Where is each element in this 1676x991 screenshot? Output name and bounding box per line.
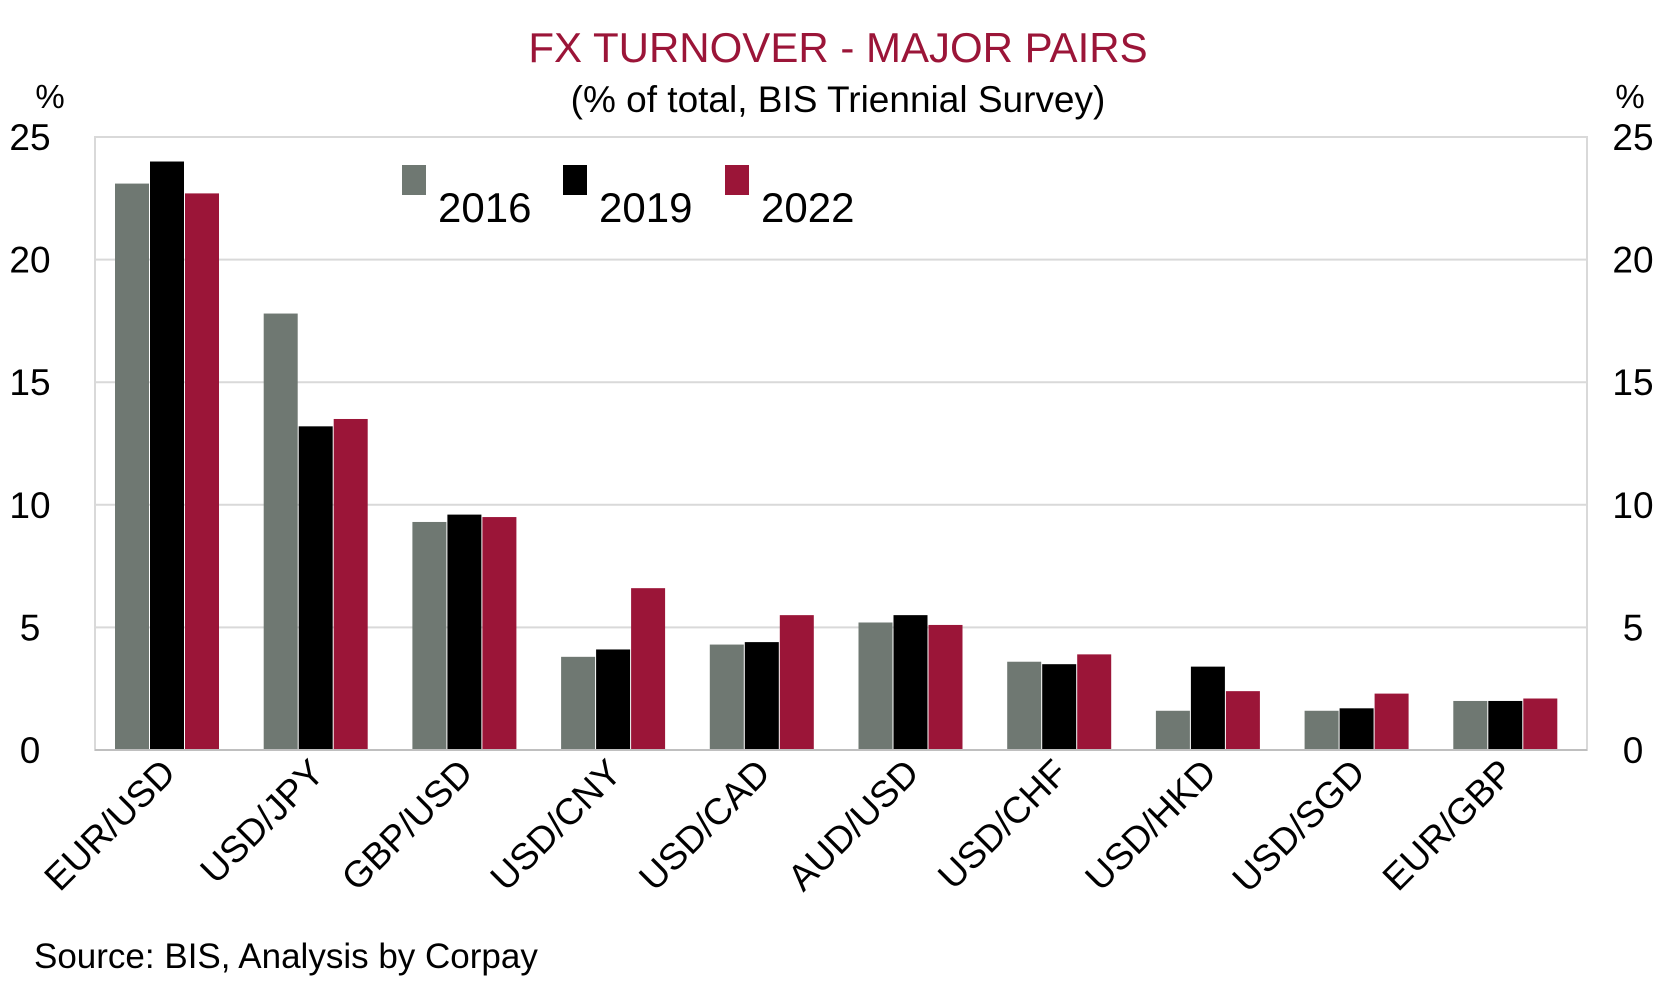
legend-label: 2019 — [599, 184, 692, 231]
bar-2016-eur-gbp — [1453, 700, 1488, 750]
legend-label: 2016 — [438, 184, 531, 231]
legend: 2016 2019 2022 — [402, 165, 854, 231]
x-tick-label: EUR/GBP — [1375, 752, 1522, 899]
bar-2016-gbp-usd — [412, 521, 447, 750]
y-tick-label-left: 5 — [20, 607, 41, 648]
y-tick-label-right: 15 — [1612, 362, 1653, 403]
y-axis-right: 0 5 10 15 20 25 — [1612, 117, 1653, 771]
x-tick-label: USD/SGD — [1225, 752, 1373, 900]
bar-2022-eur-gbp — [1523, 698, 1558, 750]
bar-2019-usd-sgd — [1339, 708, 1374, 750]
bar-2016-usd-jpy — [263, 313, 298, 750]
y-axis-right-unit: % — [1615, 78, 1644, 115]
x-tick-label: USD/HKD — [1077, 752, 1224, 899]
bar-2019-usd-cad — [744, 642, 779, 750]
y-tick-label-right: 20 — [1612, 240, 1653, 281]
chart-title: FX TURNOVER - MAJOR PAIRS — [528, 24, 1147, 71]
x-tick-label: GBP/USD — [334, 752, 481, 899]
bar-2019-eur-gbp — [1488, 700, 1523, 750]
y-tick-label-right: 5 — [1623, 607, 1644, 648]
bar-2016-usd-sgd — [1304, 710, 1339, 750]
x-tick-label: USD/CHF — [930, 752, 1075, 897]
y-tick-label-right: 0 — [1623, 730, 1644, 771]
bar-2019-gbp-usd — [447, 514, 482, 750]
bar-2019-usd-cny — [596, 649, 631, 750]
y-tick-label-left: 20 — [9, 240, 50, 281]
bar-2022-usd-cad — [779, 615, 814, 750]
x-tick-label: USD/JPY — [192, 752, 331, 891]
legend-swatch-2019 — [563, 165, 587, 195]
y-tick-label-left: 0 — [20, 730, 41, 771]
x-tick-label: AUD/USD — [780, 752, 927, 899]
bar-2019-aud-usd — [893, 615, 928, 750]
bar-2022-usd-cny — [631, 588, 666, 750]
bar-2016-usd-hkd — [1155, 710, 1190, 750]
bar-2022-gbp-usd — [482, 517, 517, 750]
bar-2016-eur-usd — [115, 183, 149, 750]
bar-2022-eur-usd — [185, 193, 219, 750]
y-axis-left: 0 5 10 15 20 25 — [9, 117, 50, 771]
bar-2022-usd-hkd — [1225, 691, 1260, 750]
bar-2019-usd-chf — [1042, 664, 1077, 750]
bar-2022-usd-jpy — [333, 418, 368, 750]
bar-2016-usd-cad — [709, 644, 744, 750]
legend-label: 2022 — [761, 184, 854, 231]
bar-2019-usd-jpy — [298, 426, 333, 750]
legend-swatch-2016 — [402, 165, 426, 195]
bar-2016-usd-cny — [561, 656, 596, 750]
chart-subtitle: (% of total, BIS Triennial Survey) — [571, 79, 1106, 120]
bar-2016-aud-usd — [858, 622, 893, 750]
bars — [115, 161, 1558, 750]
y-axis-left-unit: % — [35, 78, 64, 115]
x-tick-label: USD/CNY — [483, 752, 630, 899]
bar-2016-usd-chf — [1007, 661, 1042, 750]
bar-2022-usd-sgd — [1374, 693, 1409, 750]
bar-2019-usd-hkd — [1190, 666, 1225, 750]
x-axis: EUR/USD USD/JPY GBP/USD USD/CNY USD/CAD AUD/U… — [36, 752, 1521, 900]
source-note: Source: BIS, Analysis by Corpay — [34, 937, 538, 976]
x-tick-label: EUR/USD — [36, 752, 183, 899]
y-tick-label-right: 10 — [1612, 485, 1653, 526]
y-tick-label-left: 10 — [9, 485, 50, 526]
bar-2022-usd-chf — [1077, 654, 1112, 750]
x-tick-label: USD/CAD — [631, 752, 778, 899]
legend-swatch-2022 — [725, 165, 749, 195]
y-tick-label-right: 25 — [1612, 117, 1653, 158]
bar-2019-eur-usd — [150, 161, 184, 750]
bar-2022-aud-usd — [928, 624, 963, 750]
y-tick-label-left: 15 — [9, 362, 50, 403]
y-tick-label-left: 25 — [9, 117, 50, 158]
